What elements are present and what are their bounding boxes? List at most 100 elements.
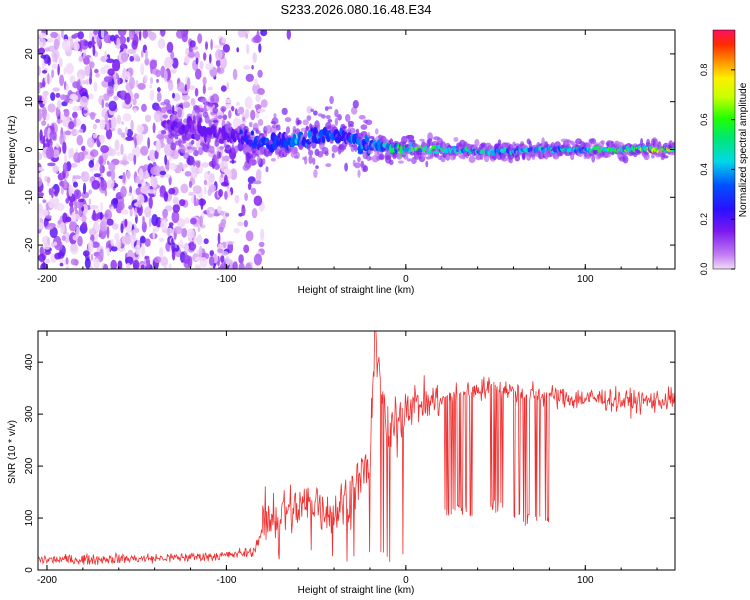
spectrogram-noise-cell <box>63 108 70 118</box>
spectrogram-noise-cell <box>168 81 174 91</box>
spectrogram-noise-cell <box>110 206 114 211</box>
spectrogram-noise-cell <box>168 155 172 162</box>
spectrogram-halo-cell <box>362 165 369 172</box>
spectrogram-noise-cell <box>64 152 68 165</box>
spectrogram-halo-cell <box>327 119 333 123</box>
spectrogram-noise-cell <box>156 78 159 83</box>
spectrogram-noise-cell <box>71 211 77 222</box>
spectrogram-noise-cell <box>108 162 116 172</box>
spectrogram-noise-cell <box>100 66 108 75</box>
spectrogram-noise-cell <box>117 128 122 136</box>
spectrogram-noise-cell <box>128 205 133 210</box>
spectrogram-noise-cell <box>252 52 257 63</box>
spectrogram-noise-cell <box>81 221 88 229</box>
spectrogram-halo-cell <box>212 107 219 114</box>
spectrogram-noise-cell <box>125 256 134 266</box>
spectrogram-noise-cell <box>82 182 87 195</box>
spectrogram-noise-cell <box>306 106 313 114</box>
spectrogram-halo-cell <box>308 155 313 164</box>
spectrogram-noise-cell <box>141 50 144 58</box>
spectrogram-noise-cell <box>132 54 140 62</box>
spectrogram-noise-cell <box>255 112 260 119</box>
spectrogram-noise-cell <box>148 196 153 209</box>
snr-y-tick-label: 200 <box>24 457 35 474</box>
spectrogram-noise-cell <box>182 101 191 109</box>
spectrogram-halo-cell <box>345 114 351 122</box>
spectrogram-noise-cell <box>100 202 103 212</box>
spectrogram-noise-cell <box>160 256 169 267</box>
spectrogram-noise-cell <box>84 55 88 64</box>
spectrogram-halo-cell <box>358 115 366 120</box>
spectrogram-noise-cell <box>106 226 110 239</box>
spectrogram-halo-cell <box>242 164 250 171</box>
spectrogram-noise-cell <box>130 119 134 131</box>
spectrogram-noise-cell <box>78 198 85 203</box>
spectrogram-noise-cell <box>140 245 146 257</box>
spectrogram-noise-cell <box>38 47 46 55</box>
spectrogram-noise-cell <box>66 51 71 57</box>
spectrogram-halo-cell <box>518 152 523 156</box>
spectrogram-noise-cell <box>218 189 224 197</box>
spectrogram-halo-cell <box>257 119 264 126</box>
spectrogram-halo-cell <box>295 151 300 159</box>
spectrogram-halo-cell <box>207 102 214 107</box>
spectrogram-noise-cell <box>232 68 238 81</box>
spectrogram-noise-cell <box>81 145 86 152</box>
spectrogram-noise-cell <box>171 57 179 69</box>
spectrogram-noise-cell <box>155 139 161 153</box>
spectrogram-noise-cell <box>134 137 137 148</box>
spectrogram-noise-cell <box>190 217 197 225</box>
spectrogram-noise-cell <box>220 218 227 226</box>
spectrogram-halo-cell <box>186 132 193 139</box>
spectrogram-noise-cell <box>190 98 196 106</box>
spectrogram-noise-cell <box>230 168 238 180</box>
spectrogram-halo-cell <box>271 117 279 125</box>
spectrogram-noise-cell <box>91 180 100 190</box>
spectrogram-noise-cell <box>149 89 155 101</box>
spectrogram-noise-cell <box>120 132 126 139</box>
spectrogram-halo-cell <box>228 122 232 127</box>
spectrogram-noise-cell <box>212 154 217 166</box>
spectrogram-noise-cell <box>234 194 240 204</box>
spectrogram-noise-cell <box>41 107 47 120</box>
spectrogram-noise-cell <box>152 229 156 240</box>
spectrogram-noise-cell <box>62 162 68 174</box>
spectrogram-halo-cell <box>204 148 211 153</box>
spectrogram-noise-cell <box>144 114 152 123</box>
spectrogram-noise-cell <box>70 147 75 158</box>
spectrogram-noise-cell <box>163 191 169 202</box>
spectrogram-noise-cell <box>254 104 262 110</box>
spectrogram-halo-cell <box>209 95 215 103</box>
spectrogram-noise-cell <box>137 200 142 208</box>
spectrogram-x-tick-label: 100 <box>577 274 594 285</box>
spectrogram-noise-cell <box>105 128 113 140</box>
spectrogram-noise-cell <box>77 31 84 40</box>
spectrogram-noise-cell <box>85 78 90 86</box>
spectrogram-ridge-cell <box>191 123 195 134</box>
spectrogram-noise-cell <box>197 227 201 232</box>
spectrogram-noise-cell <box>84 66 90 73</box>
spectrogram-noise-cell <box>171 237 174 245</box>
spectrogram-noise-cell <box>184 242 189 254</box>
spectrogram-noise-cell <box>204 171 209 181</box>
spectrogram-noise-cell <box>140 63 145 76</box>
spectrogram-noise-cell <box>38 152 43 161</box>
spectrogram-noise-cell <box>117 201 125 211</box>
snr-axes: -200 -100 0 100 0 100 200 300 400 <box>24 331 675 586</box>
spectrogram-halo-cell <box>406 158 412 162</box>
spectrogram-noise-cell <box>72 111 78 119</box>
spectrogram-halo-cell <box>360 124 368 130</box>
spectrogram-noise-cell <box>113 73 117 84</box>
spectrogram-noise-cell <box>55 54 58 63</box>
spectrogram-noise-cell <box>101 99 105 109</box>
chart-title: S233.2026.080.16.48.E34 <box>280 2 431 17</box>
spectrogram-halo-cell <box>501 156 508 162</box>
spectrogram-noise-cell <box>176 81 185 92</box>
spectrogram-noise-cell <box>45 215 52 219</box>
spectrogram-noise-cell <box>231 106 235 112</box>
spectrogram-noise-cell <box>88 189 92 195</box>
spectrogram-halo-cell <box>342 125 347 130</box>
spectrogram-noise-cell <box>65 197 70 204</box>
spectrogram-halo-cell <box>160 130 167 135</box>
spectrogram-noise-cell <box>41 120 47 126</box>
